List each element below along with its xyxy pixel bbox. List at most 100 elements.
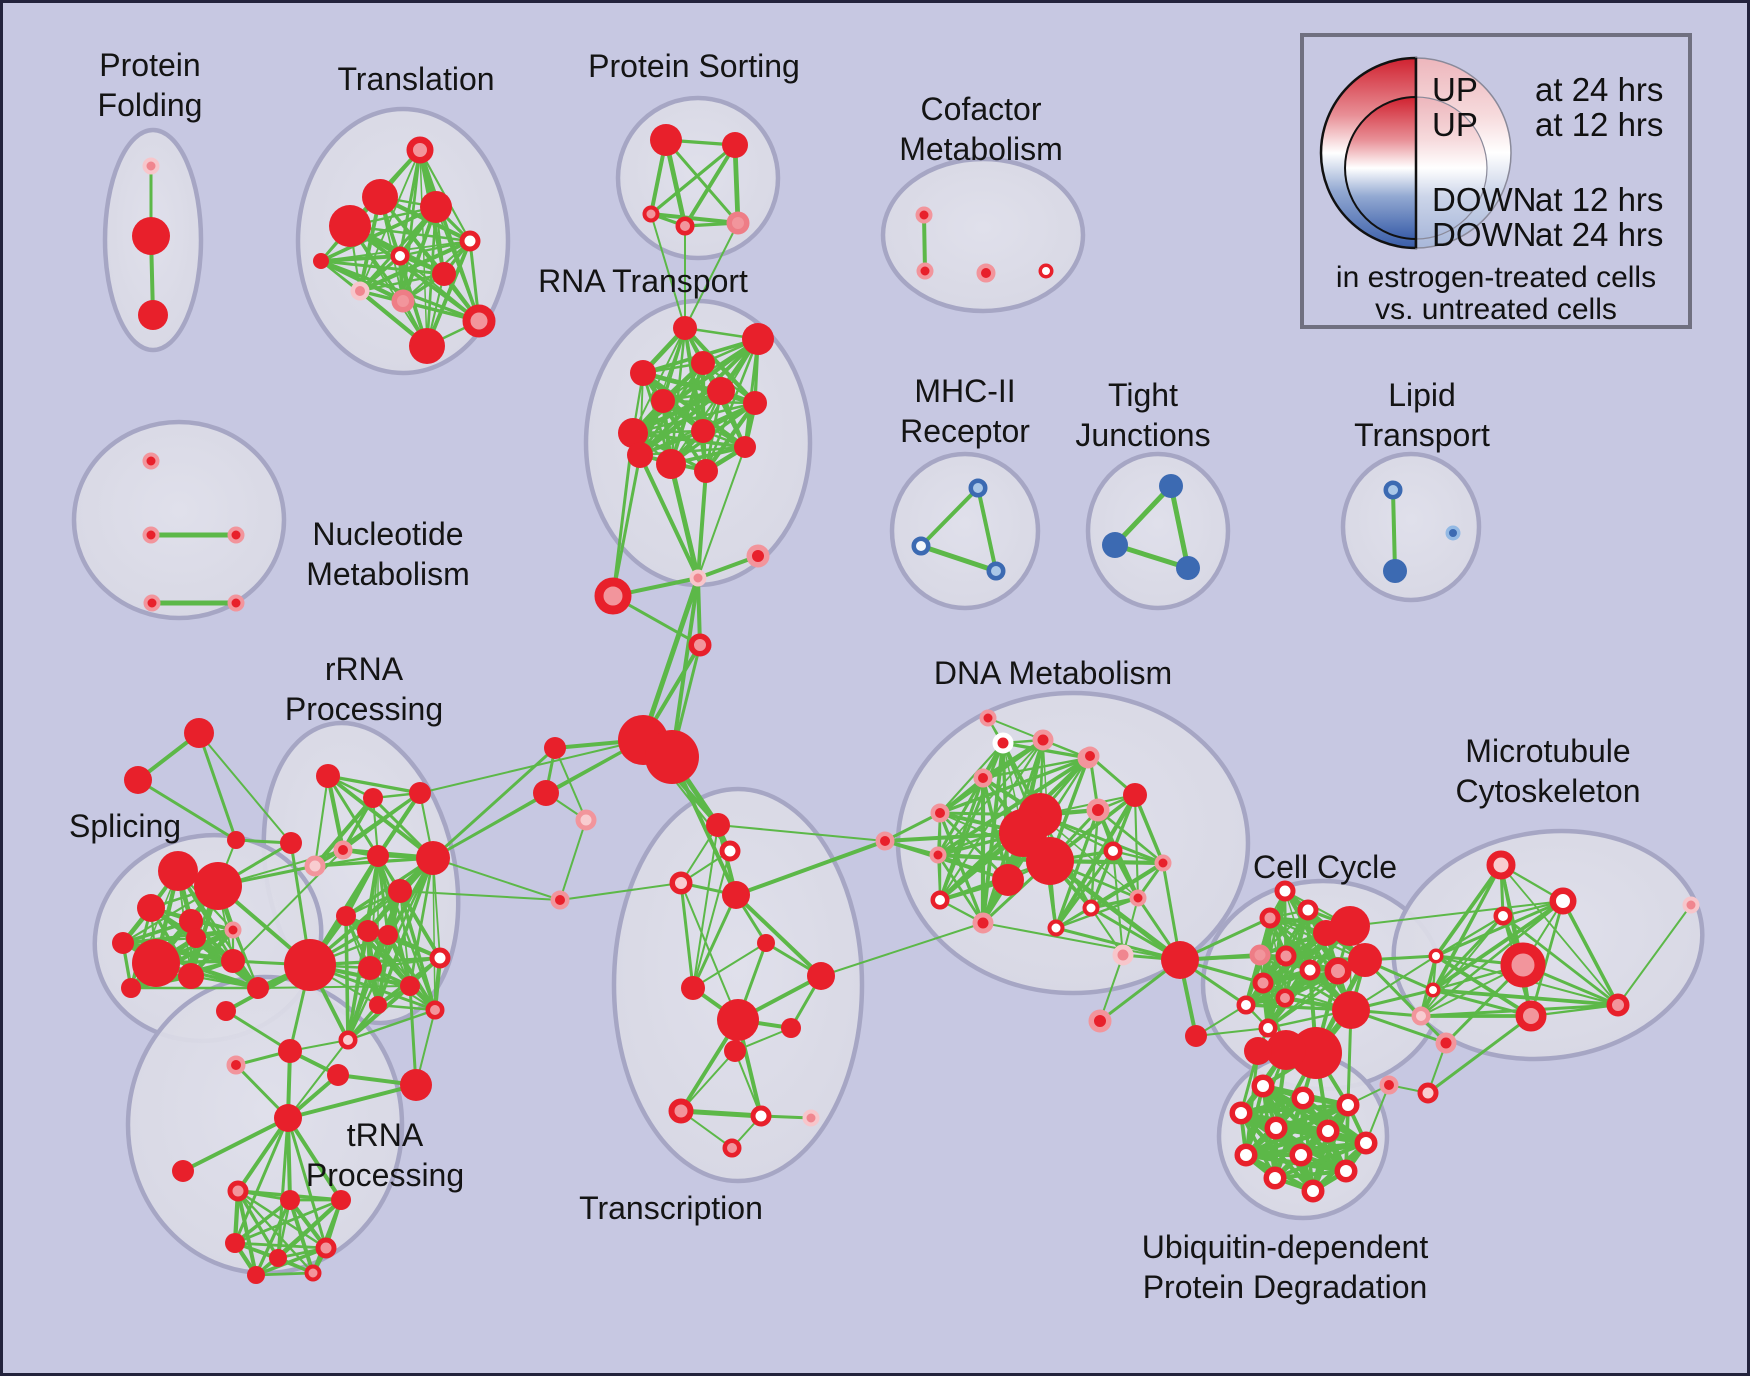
network-node-96	[1080, 746, 1100, 766]
network-node-80	[1123, 783, 1147, 807]
network-diagram: Protein Folding Translation Protein Sorting…	[69, 47, 1705, 1305]
network-node-143	[1301, 1179, 1325, 1203]
network-node-141	[1334, 1159, 1358, 1183]
network-edge	[276, 1116, 290, 1260]
network-node-168	[336, 906, 356, 926]
cluster-label-splicing: Splicing	[69, 808, 181, 844]
network-node-58	[533, 780, 559, 806]
legend-row-time: at 12 hrs	[1535, 181, 1664, 218]
network-edge	[1561, 899, 1620, 1007]
network-edge	[1431, 914, 1505, 992]
network-node-186	[280, 1190, 300, 1210]
network-edge	[1283, 889, 1353, 1012]
network-edge	[684, 222, 739, 329]
network-edge	[432, 857, 561, 901]
legend-footnote-line1: in estrogen-treated cells	[1335, 261, 1657, 294]
network-edge	[326, 774, 435, 860]
network-node-155	[247, 977, 269, 999]
network-edge	[679, 881, 695, 990]
network-node-148	[224, 921, 242, 939]
network-node-19	[726, 211, 750, 235]
network-edge	[1434, 863, 1503, 958]
network-edge	[638, 453, 700, 580]
cluster-label-cofactor-metabolism: Cofactor Metabolism	[899, 91, 1063, 167]
network-node-48	[627, 442, 653, 468]
network-edge	[938, 741, 1005, 815]
cluster-label-protein-sorting: Protein Sorting	[588, 48, 800, 84]
network-node-73	[802, 1109, 820, 1127]
network-node-160	[316, 764, 340, 788]
network-node-142	[1263, 1166, 1287, 1190]
network-edge	[399, 890, 561, 901]
network-edge	[696, 469, 708, 580]
network-edge	[408, 856, 435, 988]
network-node-74	[722, 1138, 742, 1158]
network-node-33	[142, 452, 160, 470]
network-edge	[981, 756, 1090, 780]
network-node-66	[757, 934, 775, 952]
network-node-124	[1493, 906, 1513, 926]
network-node-6	[329, 205, 371, 247]
network-node-99	[1161, 941, 1199, 979]
network-node-174	[400, 976, 420, 996]
network-node-170	[378, 925, 398, 945]
network-node-167	[388, 879, 412, 903]
network-node-126	[1425, 982, 1441, 998]
network-node-79	[930, 803, 950, 823]
network-node-173	[429, 947, 451, 969]
network-edge	[1054, 926, 1182, 962]
network-node-86	[1026, 837, 1074, 885]
network-edge	[697, 446, 746, 579]
network-node-161	[363, 788, 383, 808]
legend-row-time: at 24 hrs	[1535, 71, 1664, 108]
network-edge	[732, 142, 741, 226]
network-node-107	[1275, 945, 1297, 967]
network-edge	[176, 869, 260, 990]
network-node-123	[1549, 887, 1577, 915]
network-node-102	[1297, 899, 1319, 921]
legend-row-label: DOWN	[1432, 216, 1537, 253]
cluster-label-translation: Translation	[337, 61, 494, 97]
network-node-165	[367, 845, 389, 867]
network-node-120	[1379, 1075, 1399, 1095]
network-node-128	[1515, 1000, 1547, 1032]
network-edge	[883, 839, 1010, 882]
network-node-144	[158, 851, 198, 891]
network-node-129	[1606, 993, 1630, 1017]
network-edge	[1434, 954, 1533, 1018]
network-node-150	[132, 939, 180, 987]
network-edge	[734, 839, 887, 897]
network-node-169	[357, 920, 379, 942]
network-node-36	[143, 594, 161, 612]
network-node-32	[1445, 525, 1461, 541]
network-node-172	[358, 956, 382, 980]
network-node-44	[743, 391, 767, 415]
network-edge	[1112, 850, 1124, 956]
network-edge	[1349, 900, 1564, 927]
network-node-38	[673, 316, 697, 340]
network-node-122	[1486, 850, 1516, 880]
network-node-26	[986, 561, 1006, 581]
network-node-181	[327, 1064, 349, 1086]
network-node-139	[1234, 1143, 1258, 1167]
network-node-145	[194, 862, 242, 910]
network-node-133	[1291, 1086, 1315, 1110]
network-edge	[233, 1198, 343, 1245]
network-edge	[1096, 808, 1165, 865]
network-edge	[1501, 914, 1620, 1007]
network-edge	[717, 824, 886, 842]
network-node-71	[668, 1098, 694, 1124]
network-node-10	[350, 281, 370, 301]
network-edge	[919, 486, 980, 548]
network-edge	[1168, 483, 1191, 571]
network-edge	[1420, 915, 1504, 1017]
network-edge	[640, 575, 701, 743]
network-node-8	[390, 246, 410, 266]
network-edge	[883, 811, 942, 843]
network-node-62	[669, 871, 693, 895]
network-edge	[680, 1050, 736, 1112]
cluster-ellipse-tight-junctions	[1085, 451, 1231, 611]
network-node-23	[1038, 263, 1054, 279]
network-edge	[326, 774, 422, 795]
network-edge	[692, 942, 767, 989]
